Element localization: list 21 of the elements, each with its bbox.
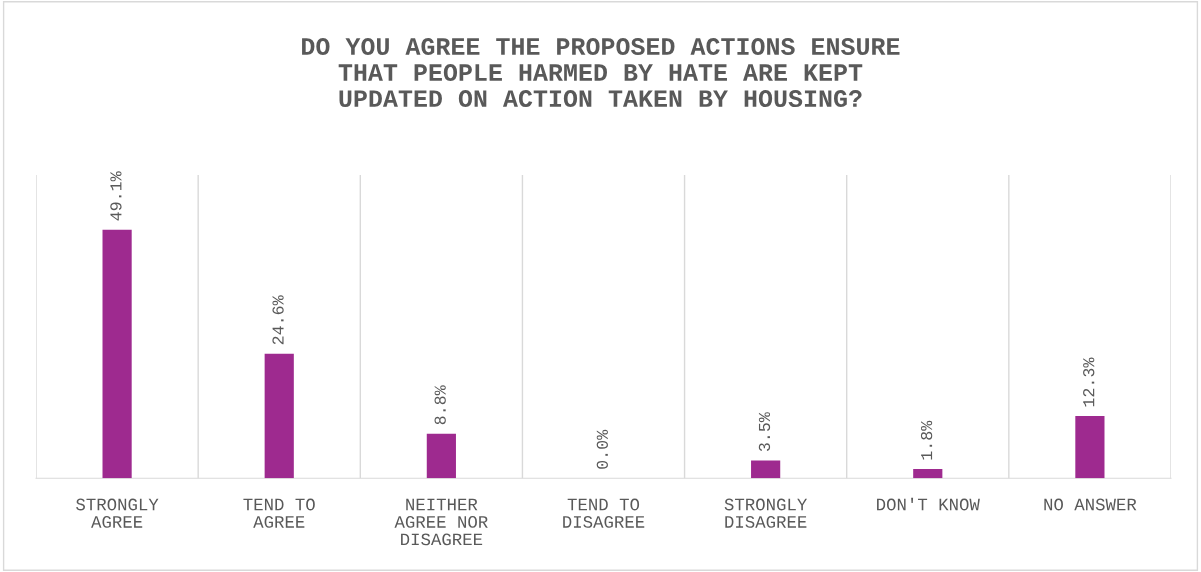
data-label: 1.8% xyxy=(920,420,933,460)
x-tick-label: TEND TO DISAGREE xyxy=(563,498,645,528)
data-label: 24.6% xyxy=(272,295,284,345)
data-label: 12.3% xyxy=(1083,357,1095,407)
x-tick-label: NEITHER AGREE NOR DISAGREE xyxy=(394,498,488,546)
bar xyxy=(751,460,781,479)
x-tick-label: STRONGLY AGREE xyxy=(76,498,159,528)
bar xyxy=(264,353,294,479)
data-label: 8.8% xyxy=(434,385,446,425)
x-tick-label: NO ANSWER xyxy=(1044,498,1137,511)
bar xyxy=(426,433,456,479)
bar xyxy=(102,229,132,479)
data-label: 49.1% xyxy=(110,171,122,221)
data-label: 3.5% xyxy=(758,412,771,452)
x-tick-label: STRONGLY DISAGREE xyxy=(724,498,807,528)
bar xyxy=(1075,415,1105,479)
x-tick-label: DON'T KNOW xyxy=(877,497,980,511)
bar xyxy=(913,469,943,479)
x-tick-label: TEND TO AGREE xyxy=(243,498,315,528)
chart-title: DO YOU AGREE THE PROPOSED ACTIONS ENSURE THAT PEOPLE HARMED BY HATE ARE KEPT UPDATED ON ACTION TAKEN BY HOUSING? xyxy=(302,38,900,108)
data-label: 0.0% xyxy=(596,429,608,469)
